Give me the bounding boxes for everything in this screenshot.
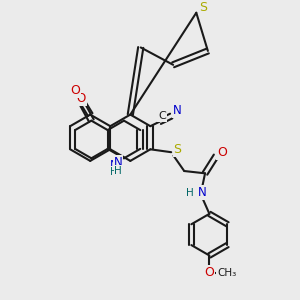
Text: S: S <box>199 1 207 14</box>
Text: CH₃: CH₃ <box>217 268 236 278</box>
Text: N: N <box>198 186 206 199</box>
Text: S: S <box>174 143 182 156</box>
Text: N: N <box>110 160 118 170</box>
Text: N: N <box>114 156 122 169</box>
Text: H: H <box>186 188 194 198</box>
Text: H: H <box>110 167 118 177</box>
Text: C: C <box>158 111 166 122</box>
Text: H: H <box>114 166 122 176</box>
Text: O: O <box>70 84 80 97</box>
Text: O: O <box>76 92 86 106</box>
Text: O: O <box>217 146 227 159</box>
Text: O: O <box>205 266 214 279</box>
Text: N: N <box>172 104 182 117</box>
